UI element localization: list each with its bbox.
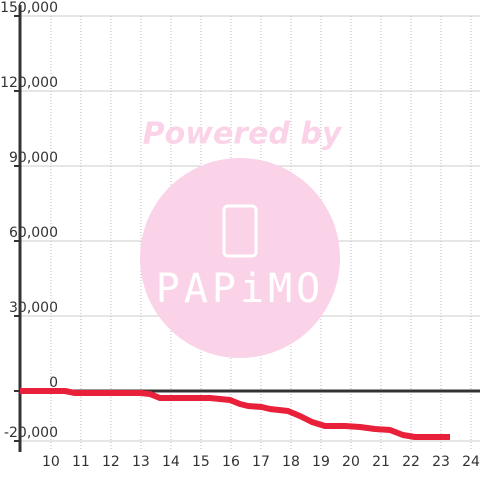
x-tick-label: 17 [252,454,270,470]
y-tick-label: 60,000 [9,225,58,241]
watermark-text: Powered by [143,117,343,152]
x-tick-label: 22 [402,454,420,470]
x-tick-label: 23 [432,454,450,470]
x-tick-label: 21 [372,454,390,470]
x-tick-label: 12 [102,454,120,470]
x-tick-label: 19 [312,454,330,470]
x-tick-label: 13 [132,454,150,470]
y-tick-label: 120,000 [0,75,58,91]
x-tick-label: 16 [222,454,240,470]
x-tick-label: 15 [192,454,210,470]
y-tick-label: 0 [49,375,58,391]
watermark-logo: PAPiMO [156,266,325,312]
y-tick-label: -20,000 [4,425,58,441]
x-tick-label: 14 [162,454,180,470]
line [20,388,450,440]
watermark-circle [140,158,340,358]
y-tick-label: 150,000 [0,0,58,16]
y-tick-label: 90,000 [9,150,58,166]
x-tick-label: 20 [342,454,360,470]
x-tick-label: 24 [462,454,480,470]
x-tick-label: 11 [72,454,90,470]
x-tick-label: 10 [42,454,60,470]
y-tick-label: 30,000 [9,300,58,316]
x-tick-label: 18 [282,454,300,470]
watermark-phone [222,204,258,258]
